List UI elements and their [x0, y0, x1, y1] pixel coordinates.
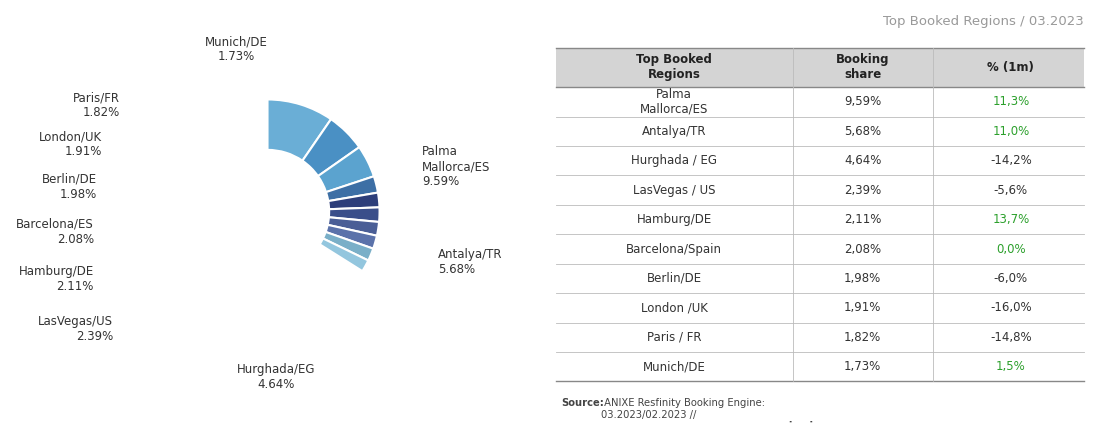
Text: Antalya/TR
5.68%: Antalya/TR 5.68%: [438, 248, 503, 276]
Text: 11,0%: 11,0%: [992, 125, 1030, 138]
Text: 4,64%: 4,64%: [844, 154, 881, 167]
Text: -5,6%: -5,6%: [993, 184, 1028, 197]
Text: Source:: Source:: [561, 398, 604, 408]
Wedge shape: [323, 232, 373, 261]
Text: 2,39%: 2,39%: [844, 184, 881, 197]
Text: 0,0%: 0,0%: [997, 242, 1025, 255]
Wedge shape: [318, 147, 374, 192]
Wedge shape: [302, 119, 360, 176]
Text: ANIXE Resfinity Booking Engine:
03.2023/02.2023 //: ANIXE Resfinity Booking Engine: 03.2023/…: [602, 398, 766, 420]
Text: Top Booked
Regions: Top Booked Regions: [636, 53, 712, 82]
Text: Munich/DE
1.73%: Munich/DE 1.73%: [205, 35, 267, 63]
Text: 1,91%: 1,91%: [844, 301, 881, 314]
Text: Hamburg/DE: Hamburg/DE: [637, 213, 712, 226]
Text: % (1m): % (1m): [988, 61, 1034, 74]
Wedge shape: [328, 217, 380, 236]
Wedge shape: [329, 207, 379, 222]
Text: -14,8%: -14,8%: [990, 331, 1032, 344]
Text: 9,59%: 9,59%: [844, 95, 881, 108]
Text: 1,98%: 1,98%: [844, 272, 881, 285]
Text: LasVegas/US
2.39%: LasVegas/US 2.39%: [37, 315, 113, 343]
Text: www.anixe.io: www.anixe.io: [745, 421, 820, 423]
Text: Munich/DE: Munich/DE: [642, 360, 706, 373]
Text: Hamburg/DE
2.11%: Hamburg/DE 2.11%: [19, 265, 94, 293]
Text: Top Booked Regions / 03.2023: Top Booked Regions / 03.2023: [883, 15, 1084, 27]
Text: Berlin/DE: Berlin/DE: [647, 272, 702, 285]
Text: London/UK
1.91%: London/UK 1.91%: [39, 130, 101, 158]
Wedge shape: [328, 192, 380, 209]
Text: 2,08%: 2,08%: [844, 242, 881, 255]
Text: Barcelona/ES
2.08%: Barcelona/ES 2.08%: [16, 218, 94, 246]
Text: London /UK: London /UK: [641, 301, 707, 314]
Text: Barcelona/Spain: Barcelona/Spain: [626, 242, 723, 255]
Text: 13,7%: 13,7%: [992, 213, 1030, 226]
Text: 1,5%: 1,5%: [996, 360, 1026, 373]
Text: Antalya/TR: Antalya/TR: [642, 125, 706, 138]
Wedge shape: [320, 239, 368, 271]
Text: Palma
Mallorca/ES: Palma Mallorca/ES: [640, 88, 708, 116]
Text: 5,68%: 5,68%: [844, 125, 881, 138]
Text: -14,2%: -14,2%: [990, 154, 1032, 167]
Text: Berlin/DE
1.98%: Berlin/DE 1.98%: [42, 173, 97, 201]
Text: 2,11%: 2,11%: [844, 213, 881, 226]
Bar: [556, 48, 1084, 87]
Text: -6,0%: -6,0%: [993, 272, 1028, 285]
Wedge shape: [326, 225, 377, 249]
Wedge shape: [326, 176, 378, 201]
Text: LasVegas / US: LasVegas / US: [632, 184, 715, 197]
Text: Hurghada/EG
4.64%: Hurghada/EG 4.64%: [238, 363, 316, 391]
Text: Hurghada / EG: Hurghada / EG: [631, 154, 717, 167]
Text: Paris/FR
1.82%: Paris/FR 1.82%: [73, 91, 120, 119]
Text: 1,73%: 1,73%: [844, 360, 881, 373]
Text: -16,0%: -16,0%: [990, 301, 1032, 314]
Text: Booking
share: Booking share: [836, 53, 890, 82]
Text: Paris / FR: Paris / FR: [647, 331, 702, 344]
Wedge shape: [267, 99, 331, 161]
Text: 11,3%: 11,3%: [992, 95, 1030, 108]
Text: Palma
Mallorca/ES
9.59%: Palma Mallorca/ES 9.59%: [422, 145, 491, 188]
Text: 1,82%: 1,82%: [844, 331, 881, 344]
